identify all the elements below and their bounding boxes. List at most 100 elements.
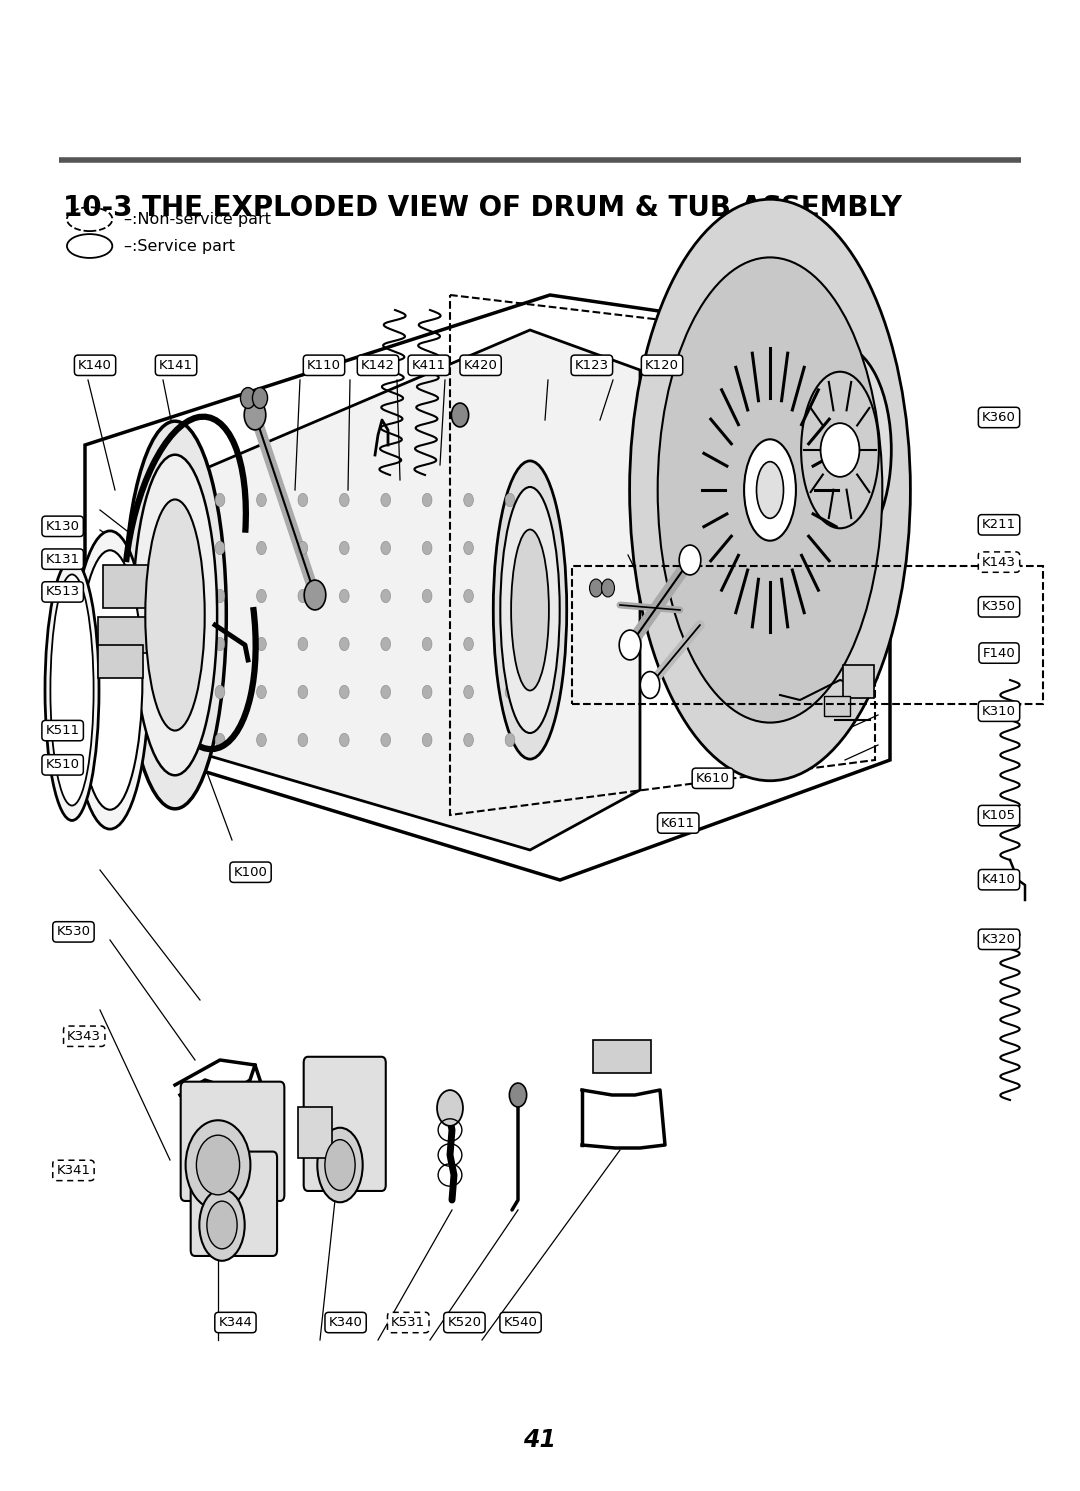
Circle shape — [257, 541, 267, 555]
Circle shape — [298, 686, 308, 699]
Ellipse shape — [325, 1139, 355, 1190]
FancyBboxPatch shape — [593, 1041, 651, 1074]
Text: K120: K120 — [645, 359, 679, 371]
FancyBboxPatch shape — [103, 565, 158, 608]
Circle shape — [339, 589, 349, 602]
Text: K410: K410 — [982, 874, 1016, 886]
Ellipse shape — [658, 258, 882, 723]
Circle shape — [463, 686, 473, 699]
Circle shape — [505, 637, 515, 650]
Circle shape — [422, 734, 432, 747]
Circle shape — [463, 734, 473, 747]
FancyBboxPatch shape — [298, 1108, 333, 1159]
Text: K343: K343 — [67, 1030, 102, 1042]
Text: K131: K131 — [45, 553, 80, 565]
Circle shape — [241, 388, 256, 409]
Circle shape — [381, 734, 391, 747]
Ellipse shape — [124, 420, 227, 808]
Ellipse shape — [200, 1190, 245, 1261]
Circle shape — [463, 589, 473, 602]
Text: K513: K513 — [45, 586, 80, 598]
Circle shape — [422, 494, 432, 507]
Circle shape — [186, 1120, 251, 1209]
Circle shape — [505, 734, 515, 747]
Circle shape — [510, 1082, 527, 1106]
FancyBboxPatch shape — [824, 696, 850, 717]
Circle shape — [339, 494, 349, 507]
Text: –:Service part: –:Service part — [124, 239, 235, 253]
Text: K320: K320 — [982, 933, 1016, 945]
Circle shape — [602, 579, 615, 596]
Text: K105: K105 — [982, 810, 1016, 822]
Circle shape — [298, 541, 308, 555]
Circle shape — [422, 686, 432, 699]
Text: K100: K100 — [233, 866, 268, 878]
Circle shape — [381, 541, 391, 555]
Circle shape — [257, 686, 267, 699]
Circle shape — [339, 734, 349, 747]
Text: K140: K140 — [78, 359, 112, 371]
Circle shape — [215, 734, 225, 747]
Circle shape — [463, 494, 473, 507]
Polygon shape — [156, 330, 640, 850]
Circle shape — [244, 400, 266, 429]
Ellipse shape — [744, 440, 796, 541]
Text: K420: K420 — [463, 359, 498, 371]
Text: K510: K510 — [45, 759, 80, 771]
Circle shape — [339, 637, 349, 650]
Circle shape — [451, 403, 469, 426]
Circle shape — [257, 734, 267, 747]
Ellipse shape — [788, 346, 891, 555]
Text: K360: K360 — [982, 412, 1016, 423]
Ellipse shape — [511, 529, 549, 690]
Circle shape — [437, 1090, 463, 1126]
Ellipse shape — [133, 455, 217, 775]
Circle shape — [298, 637, 308, 650]
Text: 41: 41 — [524, 1428, 556, 1452]
Text: 10-3 THE EXPLODED VIEW OF DRUM & TUB ASSEMBLY: 10-3 THE EXPLODED VIEW OF DRUM & TUB ASS… — [63, 194, 902, 222]
Circle shape — [215, 541, 225, 555]
Circle shape — [381, 494, 391, 507]
Circle shape — [381, 686, 391, 699]
Text: K531: K531 — [391, 1317, 426, 1328]
Ellipse shape — [801, 371, 879, 528]
Circle shape — [257, 637, 267, 650]
Circle shape — [505, 494, 515, 507]
Circle shape — [215, 637, 225, 650]
Circle shape — [298, 734, 308, 747]
Circle shape — [215, 494, 225, 507]
Text: K143: K143 — [982, 556, 1016, 568]
Text: K611: K611 — [661, 817, 696, 829]
Circle shape — [257, 494, 267, 507]
FancyBboxPatch shape — [191, 1151, 278, 1255]
Circle shape — [422, 589, 432, 602]
Circle shape — [298, 494, 308, 507]
Circle shape — [505, 589, 515, 602]
Ellipse shape — [318, 1127, 363, 1202]
Circle shape — [257, 589, 267, 602]
Text: K350: K350 — [982, 601, 1016, 613]
Circle shape — [339, 541, 349, 555]
Text: K141: K141 — [159, 359, 193, 371]
Ellipse shape — [630, 200, 910, 781]
Text: K110: K110 — [307, 359, 341, 371]
Circle shape — [197, 1135, 240, 1194]
Ellipse shape — [146, 499, 205, 731]
Circle shape — [298, 589, 308, 602]
Circle shape — [505, 541, 515, 555]
Circle shape — [590, 579, 603, 596]
Text: K520: K520 — [447, 1317, 482, 1328]
Circle shape — [305, 580, 326, 610]
Ellipse shape — [756, 462, 783, 519]
Circle shape — [215, 589, 225, 602]
FancyBboxPatch shape — [98, 646, 144, 678]
Circle shape — [505, 686, 515, 699]
Ellipse shape — [207, 1202, 238, 1249]
FancyBboxPatch shape — [842, 665, 874, 698]
Circle shape — [381, 637, 391, 650]
FancyBboxPatch shape — [98, 617, 148, 653]
Circle shape — [463, 637, 473, 650]
Ellipse shape — [494, 461, 567, 759]
Text: K130: K130 — [45, 520, 80, 532]
Text: K123: K123 — [575, 359, 609, 371]
